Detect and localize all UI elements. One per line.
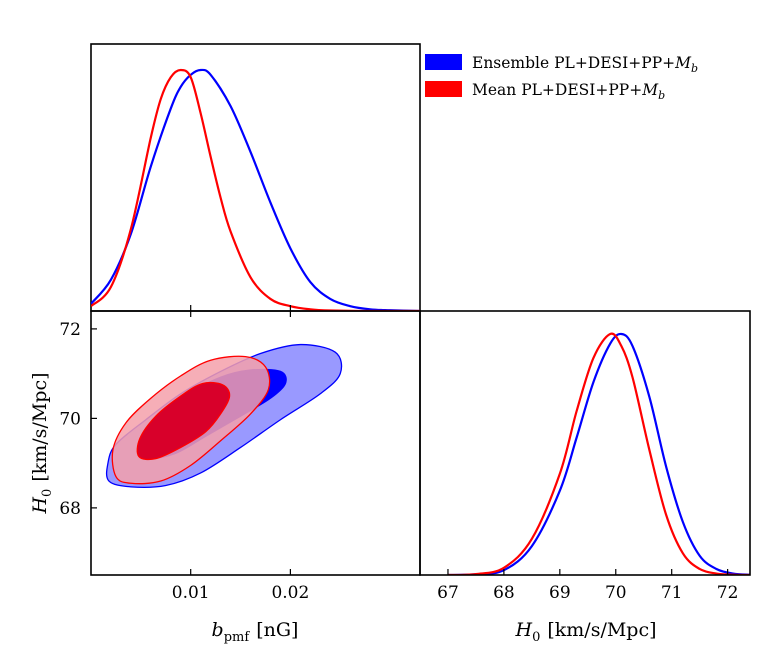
h0-y-axis-label: H0[km/s/Mpc] [29, 372, 55, 514]
legend-label-mean: Mean PL+DESI+PP+Mb [472, 81, 665, 102]
h0-marginal-frame [419, 310, 751, 576]
bpmf-marginal-line-mean [91, 68, 420, 311]
bpmf-marginal-curves [91, 68, 420, 311]
h0-x-tick-label: 68 [493, 583, 515, 603]
h0-x-tick-label: 69 [549, 583, 571, 603]
h0-y-tick-label: 72 [59, 320, 81, 340]
h0-y-tick-label: 68 [59, 499, 81, 519]
h0-marginal-curves [447, 332, 750, 575]
legend-swatch-mean [425, 81, 462, 97]
legend-label-ensemble: Ensemble PL+DESI+PP+Mb [472, 54, 698, 75]
h0-y-tick-label: 70 [59, 409, 81, 429]
h0-x-ticks: 67 68 69 70 71 72 [437, 569, 738, 603]
bpmf-marginal-frame [90, 43, 421, 312]
legend: Ensemble PL+DESI+PP+Mb Mean PL+DESI+PP+M… [425, 54, 698, 102]
h0-marginal-line-mean [447, 332, 750, 575]
legend-entry-mean: Mean PL+DESI+PP+Mb [425, 81, 665, 102]
bpmf-marginal-line-ensemble [91, 68, 420, 311]
h0-marginal-panel: 67 68 69 70 71 72 H0 [km/s/Mpc] [419, 310, 751, 645]
h0-x-tick-label: 67 [437, 583, 459, 603]
h0-x-tick-label: 70 [605, 583, 627, 603]
contour-mean-68 [136, 381, 231, 461]
joint-posterior-contours [105, 343, 343, 489]
bpmf-x-axis-label: bpmf [nG] [212, 619, 299, 645]
legend-entry-ensemble: Ensemble PL+DESI+PP+Mb [425, 54, 698, 75]
bpmf-x-ticks: 0.01 0.02 [172, 305, 309, 603]
bpmf-x-tick-label: 0.02 [271, 583, 309, 603]
h0-marginal-line-ensemble [447, 332, 750, 575]
h0-y-ticks: 68 70 72 [59, 320, 97, 519]
bpmf-x-tick-label: 0.01 [172, 583, 210, 603]
bpmf-marginal-panel [90, 43, 421, 312]
joint-posterior-panel: 0.01 0.02 68 70 72 bpmf [nG] H0[km/s/Mpc] [29, 305, 421, 645]
h0-x-tick-label: 71 [661, 583, 683, 603]
h0-x-axis-label: H0 [km/s/Mpc] [514, 619, 656, 645]
legend-swatch-ensemble [425, 54, 462, 70]
h0-x-tick-label: 72 [717, 583, 739, 603]
